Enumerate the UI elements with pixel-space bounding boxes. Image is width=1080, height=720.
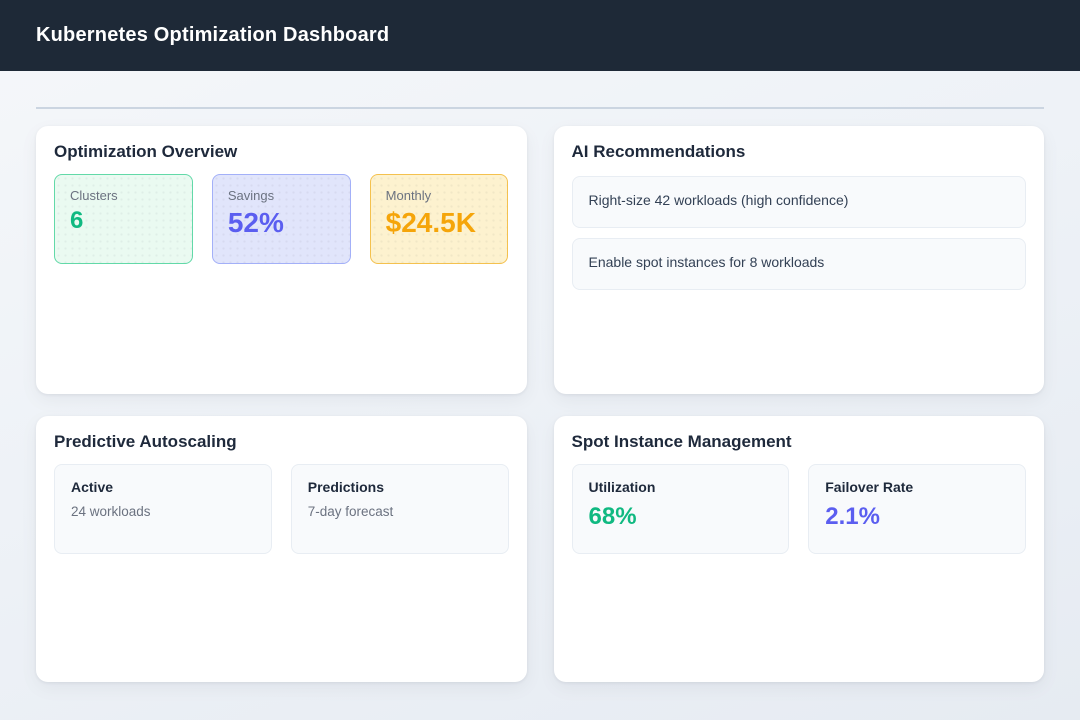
stat-utilization: Utilization 68% bbox=[571, 464, 790, 554]
recommendation-item[interactable]: Enable spot instances for 8 workloads bbox=[571, 238, 1026, 290]
card-title-spot-instance-management: Spot Instance Management bbox=[571, 432, 792, 451]
recommendation-list: Right-size 42 workloads (high confidence… bbox=[571, 176, 1026, 290]
stat-monthly: Monthly $24.5K bbox=[369, 174, 509, 264]
stat-clusters: Clusters 6 bbox=[54, 174, 193, 264]
stat-failover-value: 2.1% bbox=[825, 503, 880, 530]
card-predictive-autoscaling: Predictive Autoscaling Active 24 workloa… bbox=[36, 416, 527, 682]
autoscaling-stat-row: Active 24 workloads Predictions 7-day fo… bbox=[54, 464, 509, 554]
card-title-ai-recommendations: AI Recommendations bbox=[571, 142, 746, 161]
card-title-predictive-autoscaling: Predictive Autoscaling bbox=[54, 432, 237, 451]
page-title: Kubernetes Optimization Dashboard bbox=[36, 24, 390, 46]
card-title-optimization-overview: Optimization Overview bbox=[54, 142, 238, 161]
stat-active-label: Active bbox=[71, 479, 114, 495]
stat-predictions-label: Predictions bbox=[307, 479, 384, 495]
card-grid: Optimization Overview Clusters 6 Savings… bbox=[36, 126, 1044, 682]
card-optimization-overview: Optimization Overview Clusters 6 Savings… bbox=[36, 126, 527, 394]
divider bbox=[36, 107, 1044, 109]
app-header: Kubernetes Optimization Dashboard bbox=[0, 0, 1080, 71]
overview-stat-row: Clusters 6 Savings 52% Monthly $24.5K bbox=[54, 174, 509, 264]
dashboard-content: Optimization Overview Clusters 6 Savings… bbox=[0, 71, 1080, 682]
stat-predictions-value: 7-day forecast bbox=[307, 504, 394, 519]
stat-predictions: Predictions 7-day forecast bbox=[290, 464, 509, 554]
stat-savings-value: 52% bbox=[227, 207, 284, 238]
stat-clusters-value: 6 bbox=[70, 207, 84, 234]
stat-failover-rate: Failover Rate 2.1% bbox=[808, 464, 1026, 554]
stat-monthly-label: Monthly bbox=[385, 188, 432, 203]
stat-savings-label: Savings bbox=[227, 188, 275, 203]
stat-utilization-value: 68% bbox=[588, 503, 637, 530]
recommendation-item[interactable]: Right-size 42 workloads (high confidence… bbox=[571, 176, 1026, 228]
stat-active-workloads: Active 24 workloads bbox=[54, 464, 272, 554]
spot-stat-row: Utilization 68% Failover Rate 2.1% bbox=[571, 464, 1026, 554]
stat-savings: Savings 52% bbox=[211, 174, 351, 264]
stat-active-value: 24 workloads bbox=[71, 504, 151, 519]
stat-failover-label: Failover Rate bbox=[825, 479, 914, 495]
card-ai-recommendations: AI Recommendations Right-size 42 workloa… bbox=[553, 126, 1044, 394]
card-spot-instance-management: Spot Instance Management Utilization 68%… bbox=[553, 416, 1044, 682]
stat-clusters-label: Clusters bbox=[70, 188, 118, 203]
stat-utilization-label: Utilization bbox=[588, 479, 656, 495]
stat-monthly-value: $24.5K bbox=[385, 207, 476, 238]
